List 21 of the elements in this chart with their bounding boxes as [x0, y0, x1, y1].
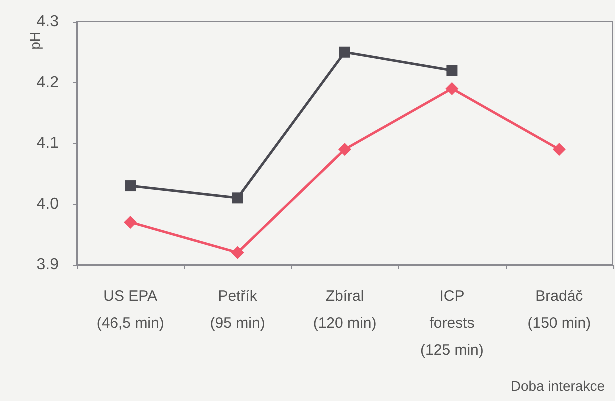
point — [125, 180, 136, 192]
point — [552, 143, 566, 156]
y-tick-label: 4.3 — [36, 14, 60, 30]
point — [231, 246, 244, 260]
x-tick-label: US EPA (46,5 min) — [96, 288, 164, 332]
x-tick-label: Petřík (95 min) — [210, 288, 266, 332]
point — [124, 216, 138, 229]
y-tick-label: 4.0 — [36, 196, 60, 213]
point — [446, 65, 458, 76]
y-tick-label: 4.1 — [36, 135, 60, 152]
point — [340, 46, 350, 58]
y-tick-label: 3.9 — [36, 256, 60, 274]
point — [232, 192, 244, 204]
x-axis-title: Doba interakce — [510, 378, 606, 394]
point — [446, 82, 459, 96]
x-tick-label: Bradáč (150 min) — [528, 288, 592, 332]
x-tick-label: ICP forests (125 min) — [420, 288, 484, 359]
y-tick-label: 4.2 — [36, 74, 60, 92]
x-tick-label: Zbíral (120 min) — [313, 288, 377, 332]
y-axis-title: pH — [27, 32, 43, 50]
point — [338, 143, 352, 156]
